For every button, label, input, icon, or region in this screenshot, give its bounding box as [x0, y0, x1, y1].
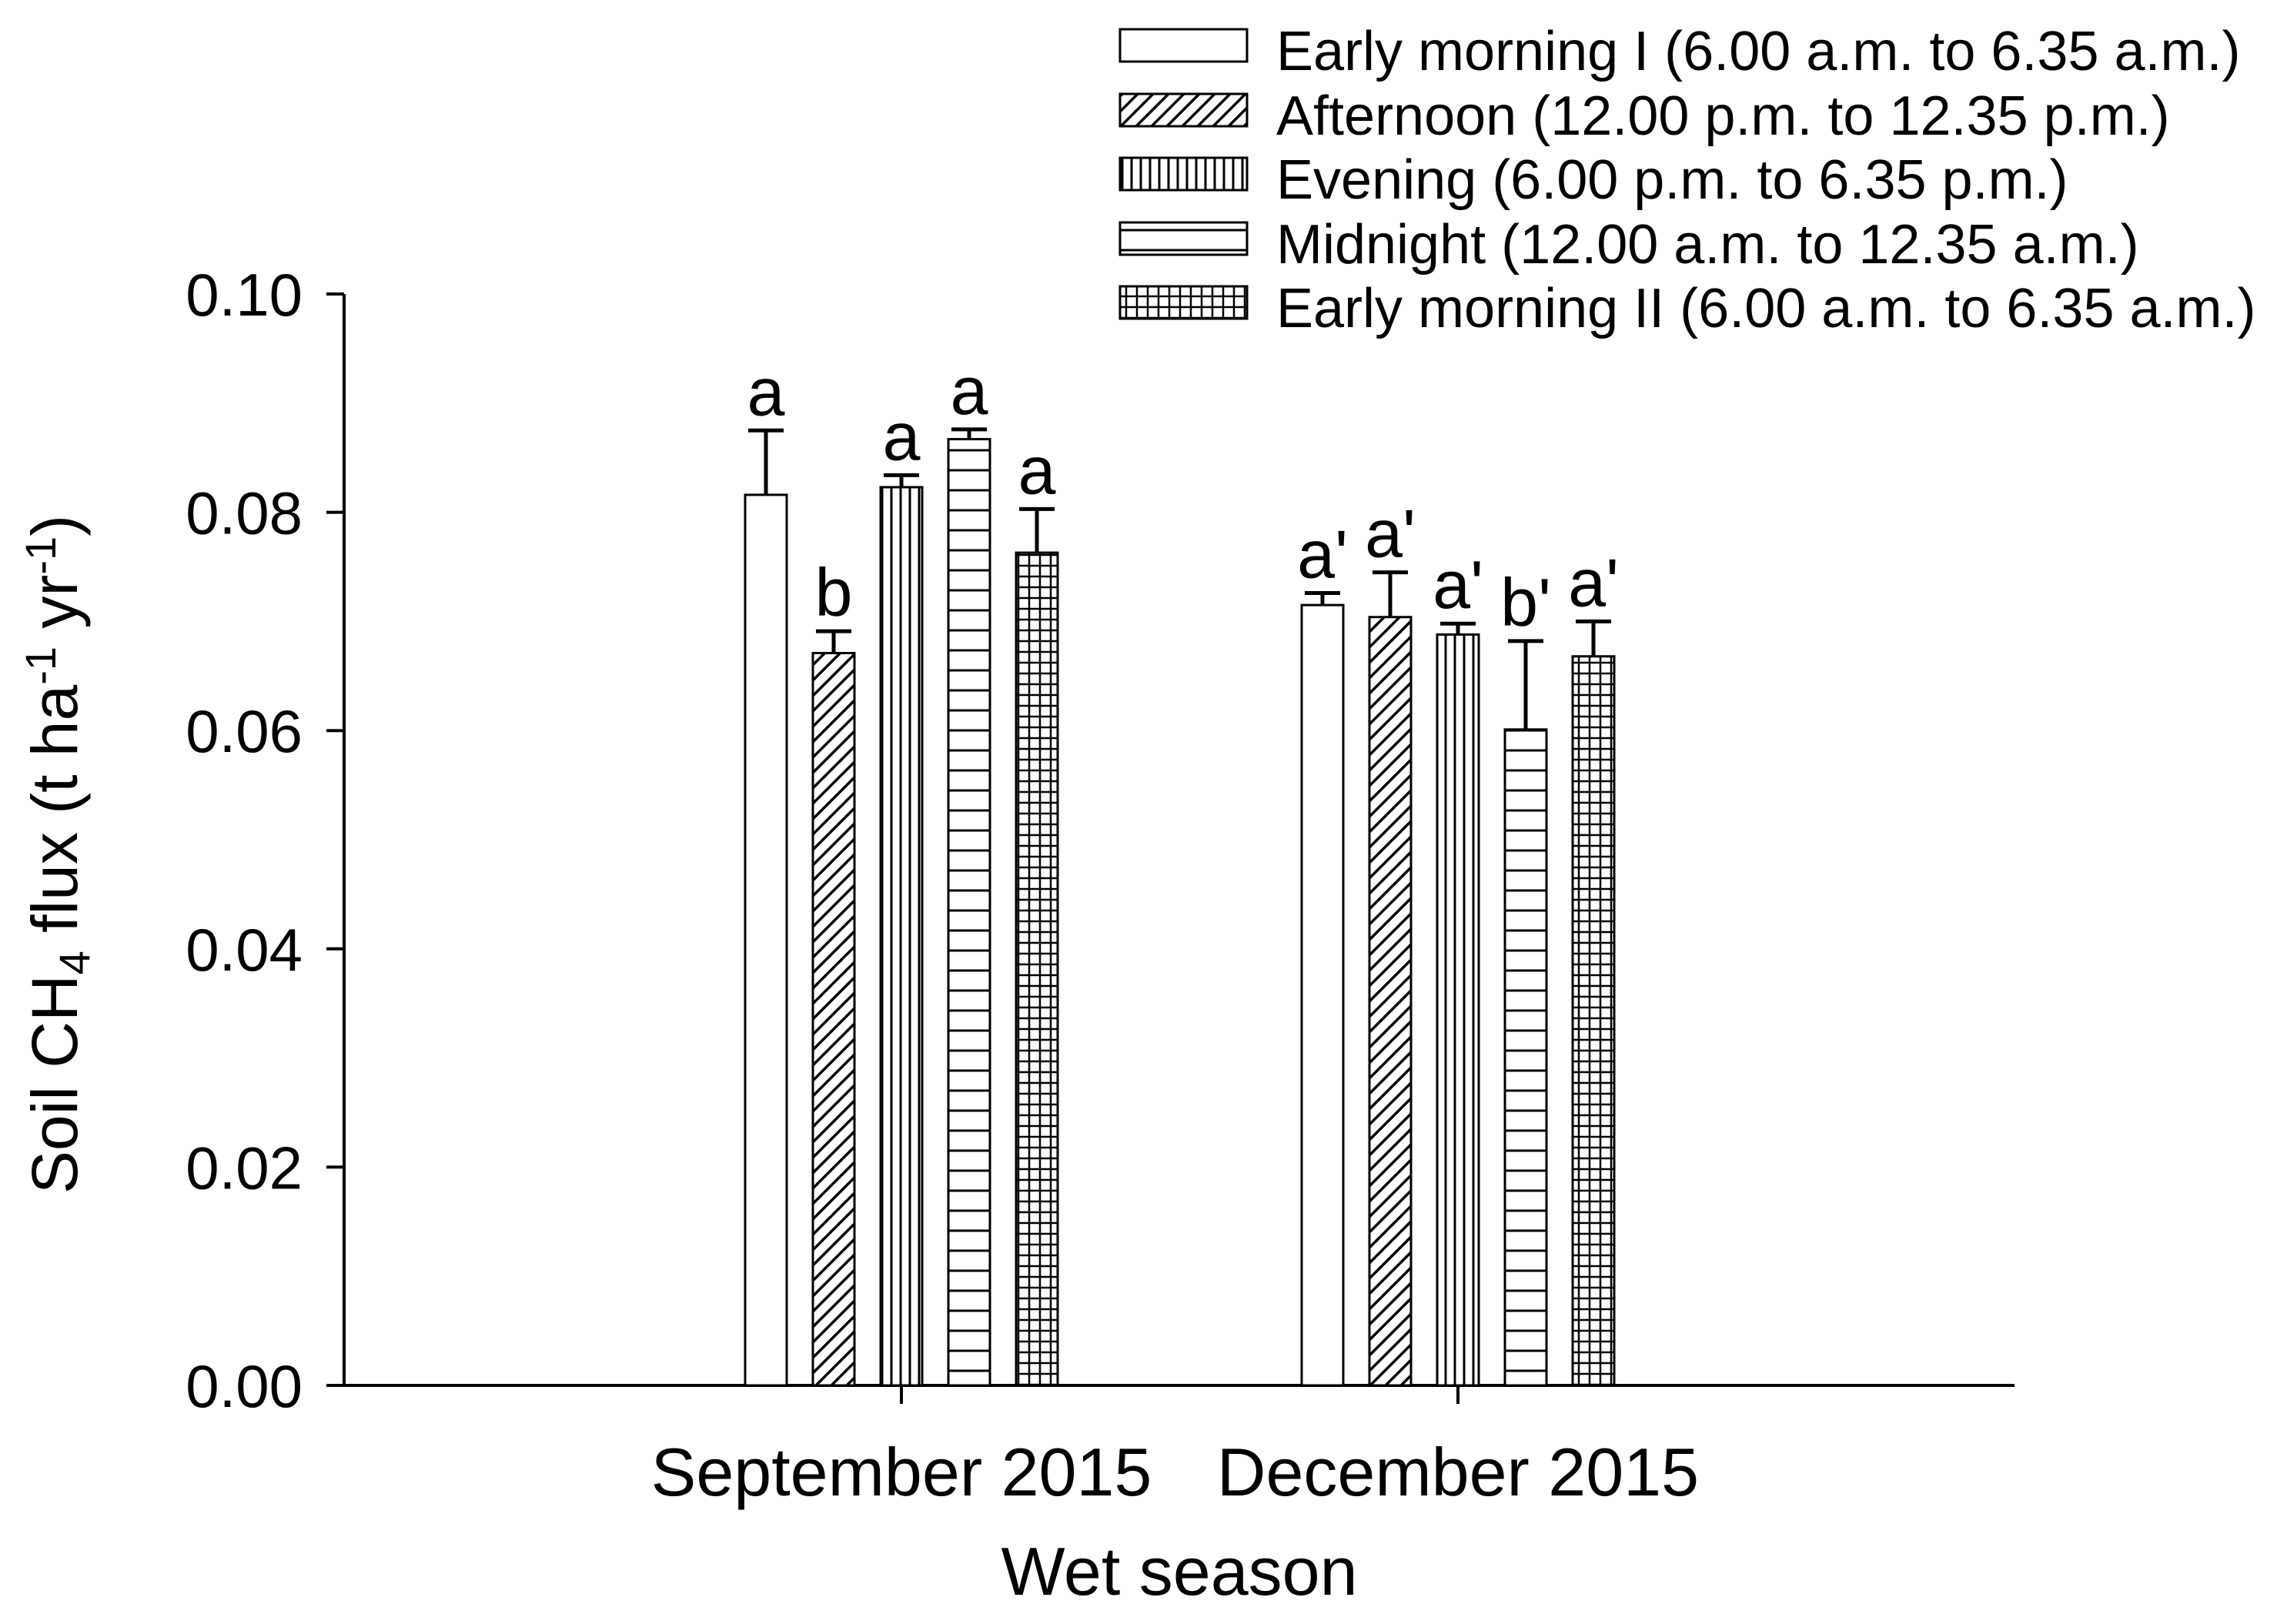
y-axis-title-superscript: -1 [16, 647, 65, 685]
legend-swatch [1118, 156, 1249, 192]
significance-letter: a' [1297, 516, 1348, 593]
bar [1436, 633, 1480, 1387]
legend-label: Early morning II (6.00 a.m. to 6.35 a.m.… [1276, 278, 2256, 339]
bar [947, 438, 991, 1387]
bar [1571, 655, 1616, 1387]
y-tick-label: 0.10 [186, 261, 303, 329]
significance-letter: a [1018, 432, 1056, 508]
legend-label: Early morning I (6.00 a.m. to 6.35 a.m.) [1276, 21, 2241, 82]
legend-swatch [1118, 285, 1249, 320]
significance-letter: a [883, 398, 921, 474]
y-axis-title-part: flux (t ha [18, 684, 91, 951]
y-tick-label: 0.04 [186, 916, 303, 984]
legend-label: Evening (6.00 p.m. to 6.35 p.m.) [1276, 149, 2068, 211]
bar [811, 652, 856, 1387]
y-axis-ticks: 0.00 0.02 0.04 0.06 0.08 0.10 [186, 261, 344, 1420]
legend-swatch [1118, 92, 1249, 128]
significance-letter: a' [1568, 544, 1619, 620]
x-axis-title: Wet season [1001, 1533, 1357, 1609]
legend-swatch [1118, 28, 1249, 63]
legend-swatch [1118, 221, 1249, 256]
y-axis-title-part: ) [18, 515, 91, 536]
legend-label: Midnight (12.00 a.m. to 12.35 a.m.) [1276, 214, 2139, 276]
significance-letter: b [815, 554, 853, 630]
y-tick-label: 0.00 [186, 1352, 303, 1420]
bar [1503, 728, 1548, 1387]
y-axis-title-part: Soil CH [18, 974, 91, 1194]
bar [744, 493, 788, 1387]
bar [879, 486, 924, 1387]
x-axis-ticks: September 2015 December 2015 [651, 1385, 1699, 1510]
significance-letter: a [747, 353, 785, 429]
y-tick-label: 0.08 [186, 480, 303, 547]
legend: Early morning I (6.00 a.m. to 6.35 a.m.)… [1118, 21, 2256, 339]
significance-letter: a' [1433, 546, 1483, 623]
y-tick-label: 0.02 [186, 1134, 303, 1201]
bar [1300, 603, 1345, 1387]
group-label: December 2015 [1217, 1434, 1699, 1510]
group-label: September 2015 [651, 1434, 1152, 1510]
significance-letter: b' [1500, 564, 1551, 640]
significance-letter: a' [1365, 496, 1416, 572]
y-axis-title-subscript: 4 [50, 951, 99, 974]
y-axis-title: Soil CH4 flux (t ha-1 yr-1) [16, 515, 99, 1194]
y-axis-title-superscript: -1 [16, 536, 65, 575]
bar [1015, 551, 1059, 1387]
y-tick-label: 0.06 [186, 697, 303, 765]
bar [1368, 616, 1413, 1387]
legend-label: Afternoon (12.00 p.m. to 12.35 p.m.) [1276, 85, 2170, 147]
y-axis-title-part: yr [18, 575, 91, 647]
significance-letter: a [951, 353, 988, 429]
